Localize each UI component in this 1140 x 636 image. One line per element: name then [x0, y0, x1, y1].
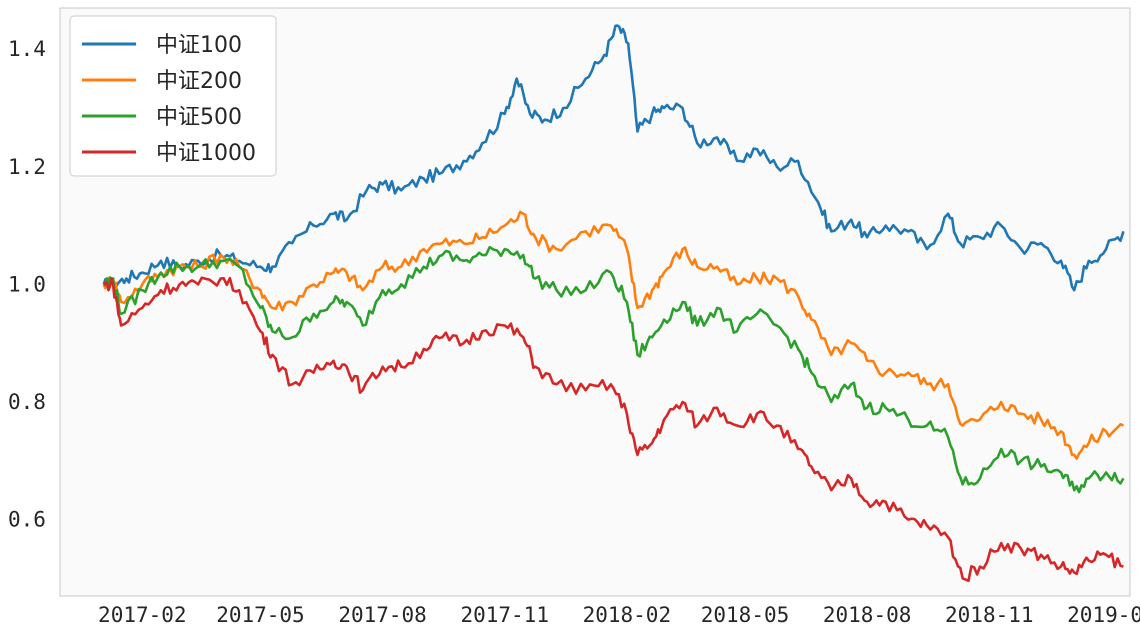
x-axis-ticks: 2017-02 2017-05 2017-08 2017-11 2018-02 2018-…: [98, 603, 1140, 627]
series-lines: [102, 24, 1125, 583]
x-tick-label: 2018-08: [823, 603, 912, 627]
y-tick-label: 0.6: [8, 508, 46, 532]
x-tick-label: 2018-05: [701, 603, 790, 627]
x-tick-label: 2017-11: [460, 603, 549, 627]
y-tick-label: 1.2: [8, 155, 46, 179]
legend: 中证100 中证200 中证500 中证1000: [69, 15, 277, 177]
y-tick-label: 1.0: [8, 272, 46, 296]
legend-label: 中证100: [156, 33, 242, 58]
series-line-4: [102, 276, 1124, 583]
x-tick-label: 2019-02: [1067, 603, 1140, 627]
y-tick-label: 1.4: [8, 37, 46, 61]
x-tick-label: 2017-02: [98, 603, 187, 627]
legend-box: [69, 15, 277, 177]
y-tick-label: 0.8: [8, 390, 46, 414]
x-tick-label: 2018-11: [945, 603, 1034, 627]
series-line-1: [102, 24, 1125, 292]
legend-label: 中证500: [156, 105, 242, 130]
legend-label: 中证200: [156, 69, 242, 94]
series-line-3: [103, 245, 1125, 494]
series-line-2: [102, 210, 1124, 460]
y-axis-ticks: 0.6 0.8 1.0 1.2 1.4: [8, 37, 46, 531]
x-tick-label: 2018-02: [583, 603, 672, 627]
x-tick-label: 2017-05: [216, 603, 305, 627]
x-tick-label: 2017-08: [338, 603, 427, 627]
legend-label: 中证1000: [156, 141, 256, 166]
